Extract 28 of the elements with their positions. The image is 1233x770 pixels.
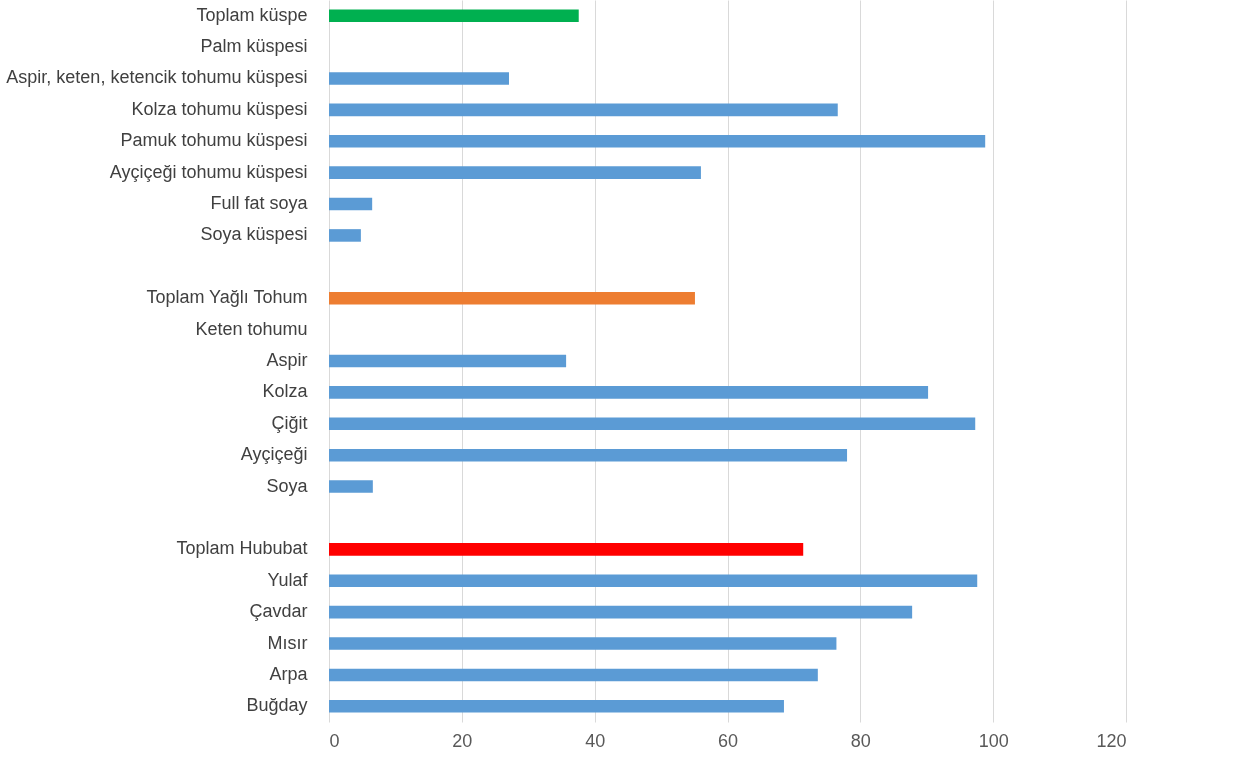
y-tick-label: Pamuk tohumu küspesi: [120, 130, 308, 151]
y-tick-label: Çiğit: [271, 412, 308, 433]
y-tick-label: Ayçiçeği tohumu küspesi: [109, 161, 308, 182]
y-tick-label: Toplam Hububat: [176, 538, 308, 559]
x-tick-label: 40: [585, 730, 606, 751]
y-tick-label: Mısır: [267, 632, 308, 653]
y-tick-label: Kolza tohumu küspesi: [131, 98, 308, 119]
y-tick-label: Full fat soya: [210, 193, 309, 214]
y-tick-label: Palm küspesi: [200, 36, 308, 57]
y-tick-label: Yulaf: [267, 569, 309, 590]
x-tick-label: 120: [1096, 730, 1127, 751]
y-tick-label: Aspir, keten, ketencik tohumu küspesi: [6, 67, 308, 88]
y-tick-label: Toplam küspe: [196, 4, 308, 25]
y-tick-label: Arpa: [269, 663, 309, 684]
y-tick-label: Keten tohumu: [195, 318, 308, 339]
y-tick-label: Kolza: [262, 381, 309, 402]
y-tick-label: Soya küspesi: [200, 224, 308, 245]
x-tick-label: 20: [452, 730, 473, 751]
x-tick-label: 80: [850, 730, 871, 751]
x-tick-label: 60: [717, 730, 739, 751]
x-tick-label: 0: [329, 730, 340, 751]
y-tick-label: Soya: [266, 475, 309, 496]
y-tick-label: Buğday: [246, 695, 308, 716]
x-tick-label: 100: [978, 730, 1009, 751]
y-tick-label: Ayçiçeği: [240, 444, 308, 465]
y-tick-label: Çavdar: [249, 601, 308, 622]
y-tick-label: Toplam Yağlı Tohum: [146, 287, 308, 308]
y-tick-label: Aspir: [266, 350, 308, 370]
